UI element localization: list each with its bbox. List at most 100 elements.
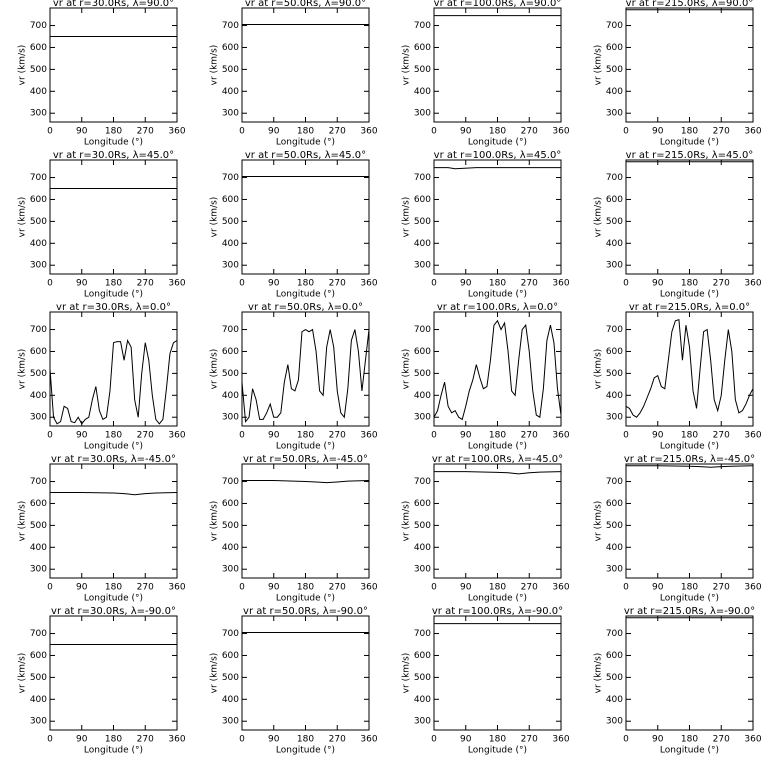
y-tick-label: 500 xyxy=(414,217,431,227)
y-tick-label: 700 xyxy=(414,629,431,639)
y-axis-label: vr (km/s) xyxy=(210,349,220,390)
x-tick-label: 360 xyxy=(360,279,377,289)
chart-title: vr at r=100.0Rs, λ=0.0° xyxy=(437,302,558,313)
x-tick-label: 180 xyxy=(681,279,698,289)
y-tick-label: 600 xyxy=(222,347,239,357)
x-axis-label: Longitude (°) xyxy=(276,442,335,452)
y-tick-label: 400 xyxy=(606,391,623,401)
y-tick-label: 500 xyxy=(222,521,239,531)
data-line xyxy=(625,319,754,418)
y-tick-label: 500 xyxy=(30,217,47,227)
x-tick-label: 180 xyxy=(681,735,698,745)
y-tick-label: 400 xyxy=(606,87,623,97)
x-tick-label: 180 xyxy=(297,279,314,289)
x-tick-label: 180 xyxy=(489,431,506,441)
x-tick-label: 90 xyxy=(268,431,280,441)
x-axis-label: Longitude (°) xyxy=(468,290,527,300)
y-axis-label: vr (km/s) xyxy=(402,197,412,238)
x-axis-label: Longitude (°) xyxy=(276,746,335,756)
x-tick-label: 270 xyxy=(521,583,538,593)
x-tick-label: 270 xyxy=(137,431,154,441)
x-tick-label: 90 xyxy=(268,279,280,289)
x-tick-label: 270 xyxy=(137,279,154,289)
y-tick-label: 600 xyxy=(414,651,431,661)
x-tick-label: 360 xyxy=(168,279,185,289)
x-tick-label: 270 xyxy=(713,127,730,137)
y-axis-label: vr (km/s) xyxy=(402,653,412,694)
y-axis-label: vr (km/s) xyxy=(402,501,412,542)
y-tick-label: 500 xyxy=(30,65,47,75)
y-tick-label: 400 xyxy=(414,239,431,249)
x-tick-label: 360 xyxy=(552,431,569,441)
y-tick-label: 500 xyxy=(414,673,431,683)
y-tick-label: 400 xyxy=(222,543,239,553)
y-tick-label: 700 xyxy=(222,325,239,335)
data-line xyxy=(49,338,178,425)
y-tick-label: 500 xyxy=(222,369,239,379)
x-tick-label: 180 xyxy=(105,279,122,289)
chart-title: vr at r=30.0Rs, λ=-90.0° xyxy=(51,606,176,617)
y-axis-label: vr (km/s) xyxy=(594,501,604,542)
y-tick-label: 400 xyxy=(414,391,431,401)
y-tick-label: 400 xyxy=(414,695,431,705)
y-tick-label: 600 xyxy=(222,651,239,661)
y-tick-label: 600 xyxy=(606,195,623,205)
y-tick-label: 500 xyxy=(30,521,47,531)
x-axis-label: Longitude (°) xyxy=(660,138,719,148)
x-tick-label: 180 xyxy=(489,127,506,137)
y-axis-label: vr (km/s) xyxy=(594,45,604,86)
y-tick-label: 500 xyxy=(606,217,623,227)
y-tick-label: 700 xyxy=(222,629,239,639)
x-axis-label: Longitude (°) xyxy=(660,442,719,452)
x-axis-label: Longitude (°) xyxy=(84,138,143,148)
x-tick-label: 180 xyxy=(297,583,314,593)
x-tick-label: 270 xyxy=(329,279,346,289)
x-tick-label: 180 xyxy=(489,735,506,745)
chart-title: vr at r=215.0Rs, λ=-90.0° xyxy=(624,606,755,617)
x-tick-label: 180 xyxy=(297,127,314,137)
y-tick-label: 300 xyxy=(606,565,623,575)
y-tick-label: 300 xyxy=(606,109,623,119)
y-tick-label: 700 xyxy=(606,629,623,639)
y-axis-label: vr (km/s) xyxy=(594,653,604,694)
x-tick-label: 90 xyxy=(652,431,664,441)
x-tick-label: 270 xyxy=(713,583,730,593)
x-tick-label: 360 xyxy=(360,583,377,593)
x-tick-label: 270 xyxy=(713,735,730,745)
data-line xyxy=(626,465,754,468)
y-axis-label: vr (km/s) xyxy=(18,501,28,542)
chart-title: vr at r=215.0Rs, λ=90.0° xyxy=(626,0,754,9)
y-tick-label: 300 xyxy=(414,717,431,727)
y-tick-label: 700 xyxy=(414,325,431,335)
y-tick-label: 600 xyxy=(414,195,431,205)
y-tick-label: 300 xyxy=(30,413,47,423)
x-tick-label: 90 xyxy=(76,127,88,137)
x-tick-label: 0 xyxy=(431,583,437,593)
x-tick-label: 360 xyxy=(168,431,185,441)
y-tick-label: 500 xyxy=(414,369,431,379)
x-tick-label: 360 xyxy=(168,583,185,593)
y-tick-label: 600 xyxy=(30,347,47,357)
y-tick-label: 400 xyxy=(222,87,239,97)
y-tick-label: 700 xyxy=(606,173,623,183)
x-tick-label: 360 xyxy=(552,583,569,593)
x-tick-label: 270 xyxy=(137,735,154,745)
x-axis-label: Longitude (°) xyxy=(84,442,143,452)
x-tick-label: 360 xyxy=(552,735,569,745)
x-tick-label: 0 xyxy=(623,735,629,745)
y-axis-label: vr (km/s) xyxy=(18,45,28,86)
x-tick-label: 360 xyxy=(360,127,377,137)
x-tick-label: 270 xyxy=(521,431,538,441)
y-tick-label: 400 xyxy=(30,391,47,401)
y-tick-label: 300 xyxy=(414,565,431,575)
y-tick-label: 400 xyxy=(414,543,431,553)
y-tick-label: 600 xyxy=(606,43,623,53)
chart-title: vr at r=215.0Rs, λ=0.0° xyxy=(629,302,750,313)
x-tick-label: 0 xyxy=(47,583,53,593)
x-tick-label: 360 xyxy=(168,127,185,137)
y-tick-label: 400 xyxy=(222,239,239,249)
x-tick-label: 270 xyxy=(137,127,154,137)
y-tick-label: 600 xyxy=(414,347,431,357)
chart-title: vr at r=50.0Rs, λ=-45.0° xyxy=(243,454,368,465)
